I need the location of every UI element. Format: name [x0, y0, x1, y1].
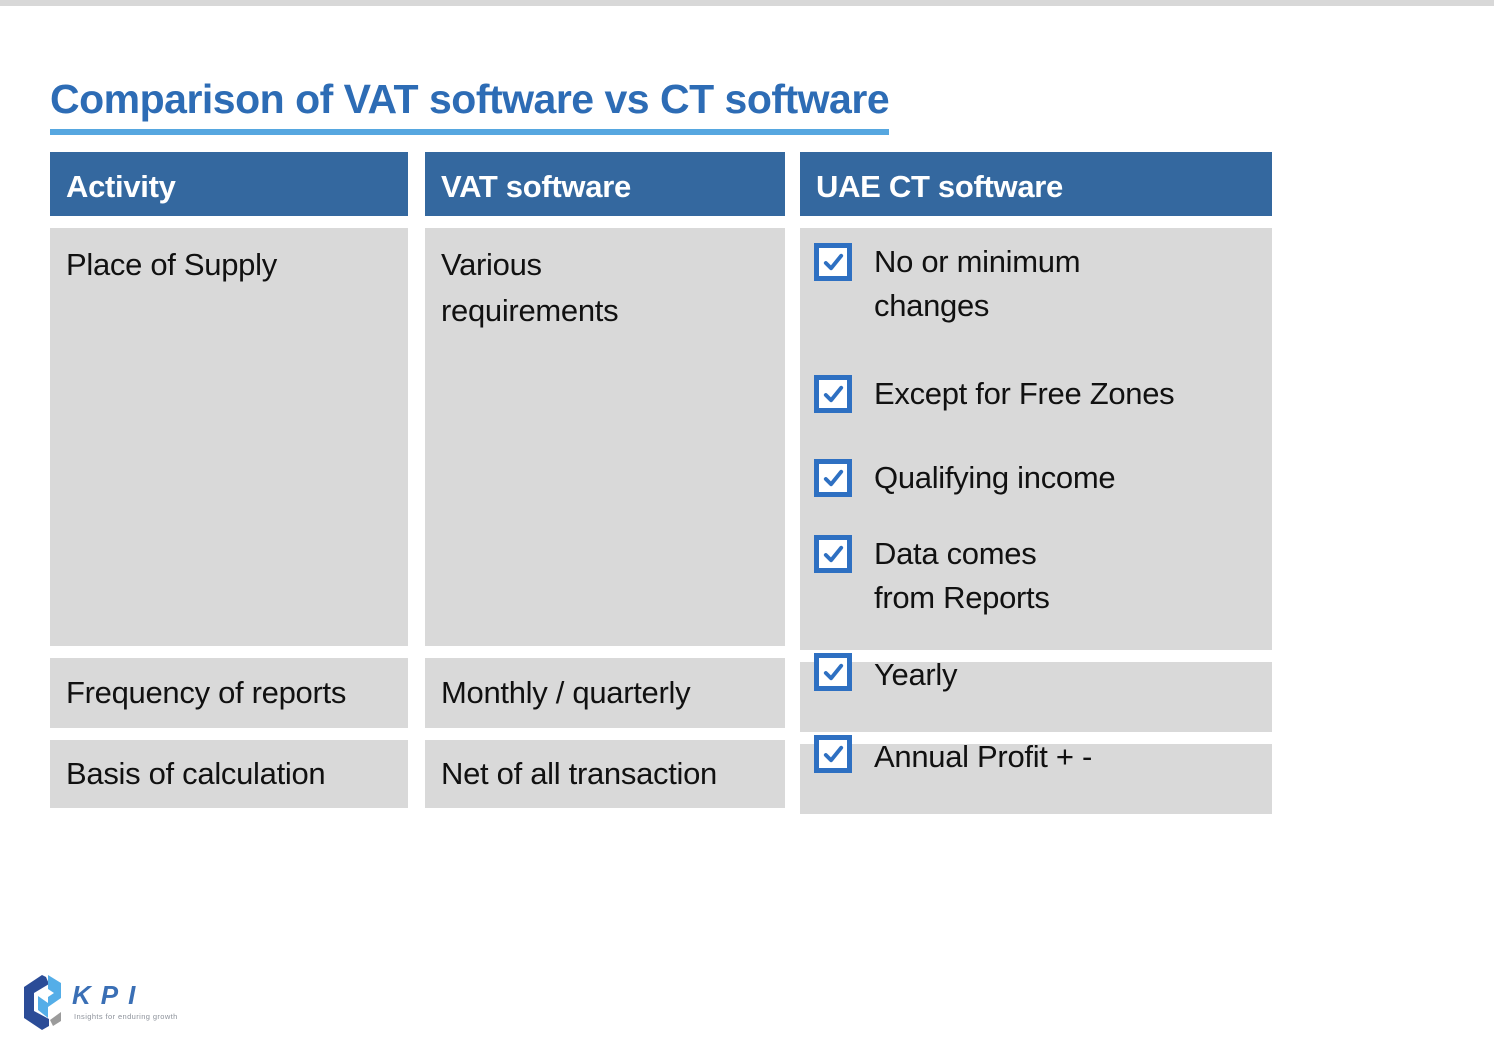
ct-checklist-row1: No or minimum changes Except for Free Zon… — [800, 228, 1272, 650]
checkbox-checked-icon — [814, 653, 852, 691]
ct-checklist-row3: Annual Profit + - — [800, 735, 1272, 814]
header-activity: Activity — [50, 152, 408, 216]
checkbox-checked-icon — [814, 243, 852, 281]
checklist-item-label: No or minimum changes — [874, 244, 1081, 323]
cell-monthly-quarterly: Monthly / quarterly — [425, 658, 785, 728]
checklist-item: Except for Free Zones — [814, 372, 1272, 416]
header-vat-software: VAT software — [425, 152, 785, 216]
checkbox-checked-icon — [814, 735, 852, 773]
ct-checklist-row2: Yearly — [800, 653, 1272, 732]
kpi-logo-text: KPI — [72, 980, 146, 1010]
checklist-item: Data comes from Reports — [814, 532, 1272, 620]
cell-basis-of-calculation: Basis of calculation — [50, 740, 408, 808]
cell-place-of-supply: Place of Supply — [50, 228, 408, 646]
checklist-item: Qualifying income — [814, 456, 1272, 500]
checklist-item-label: Annual Profit + - — [874, 739, 1093, 774]
kpi-logo: KPI Insights for enduring growth — [22, 974, 322, 1034]
top-strip — [0, 0, 1494, 6]
cell-frequency-of-reports: Frequency of reports — [50, 658, 408, 728]
kpi-logo-icon — [24, 975, 61, 1030]
checklist-item-label: Qualifying income — [874, 460, 1116, 495]
checklist-item-label: Data comes from Reports — [874, 536, 1050, 615]
checkbox-checked-icon — [814, 459, 852, 497]
cell-net-of-all-transaction: Net of all transaction — [425, 740, 785, 808]
checklist-item: Annual Profit + - — [814, 735, 1092, 779]
checkbox-checked-icon — [814, 535, 852, 573]
checklist-item-label: Yearly — [874, 657, 958, 692]
kpi-logo-tagline: Insights for enduring growth — [74, 1012, 178, 1021]
header-uae-ct-software: UAE CT software — [800, 152, 1272, 216]
checkbox-checked-icon — [814, 375, 852, 413]
checklist-item: Yearly — [814, 653, 958, 697]
page-title: Comparison of VAT software vs CT softwar… — [50, 76, 890, 135]
checklist-item: No or minimum changes — [814, 240, 1272, 328]
checklist-item-label: Except for Free Zones — [874, 376, 1175, 411]
cell-various-requirements: Various requirements — [425, 228, 785, 646]
